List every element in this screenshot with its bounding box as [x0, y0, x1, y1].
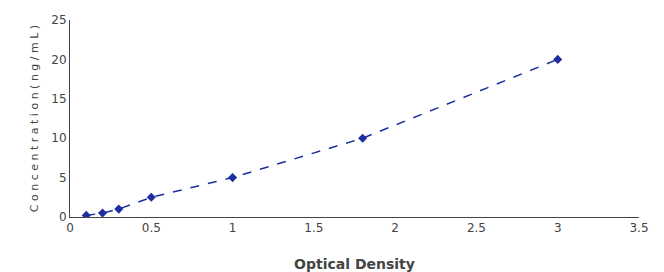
- svg-text:2.5: 2.5: [467, 221, 486, 235]
- svg-text:1.5: 1.5: [304, 221, 323, 235]
- svg-text:10: 10: [51, 131, 66, 145]
- svg-text:25: 25: [51, 13, 66, 27]
- svg-text:1: 1: [229, 221, 237, 235]
- svg-text:2: 2: [391, 221, 399, 235]
- svg-text:0.5: 0.5: [142, 221, 161, 235]
- svg-text:Optical Density: Optical Density: [294, 256, 415, 272]
- svg-text:C o n c e n t r a t i o n ( n: C o n c e n t r a t i o n ( n g / m L ): [28, 25, 41, 212]
- svg-text:20: 20: [51, 53, 66, 67]
- svg-text:5: 5: [59, 171, 67, 185]
- svg-text:3.5: 3.5: [629, 221, 648, 235]
- svg-text:0: 0: [66, 221, 74, 235]
- svg-text:15: 15: [51, 92, 66, 106]
- svg-text:3: 3: [554, 221, 562, 235]
- svg-text:0: 0: [59, 210, 67, 224]
